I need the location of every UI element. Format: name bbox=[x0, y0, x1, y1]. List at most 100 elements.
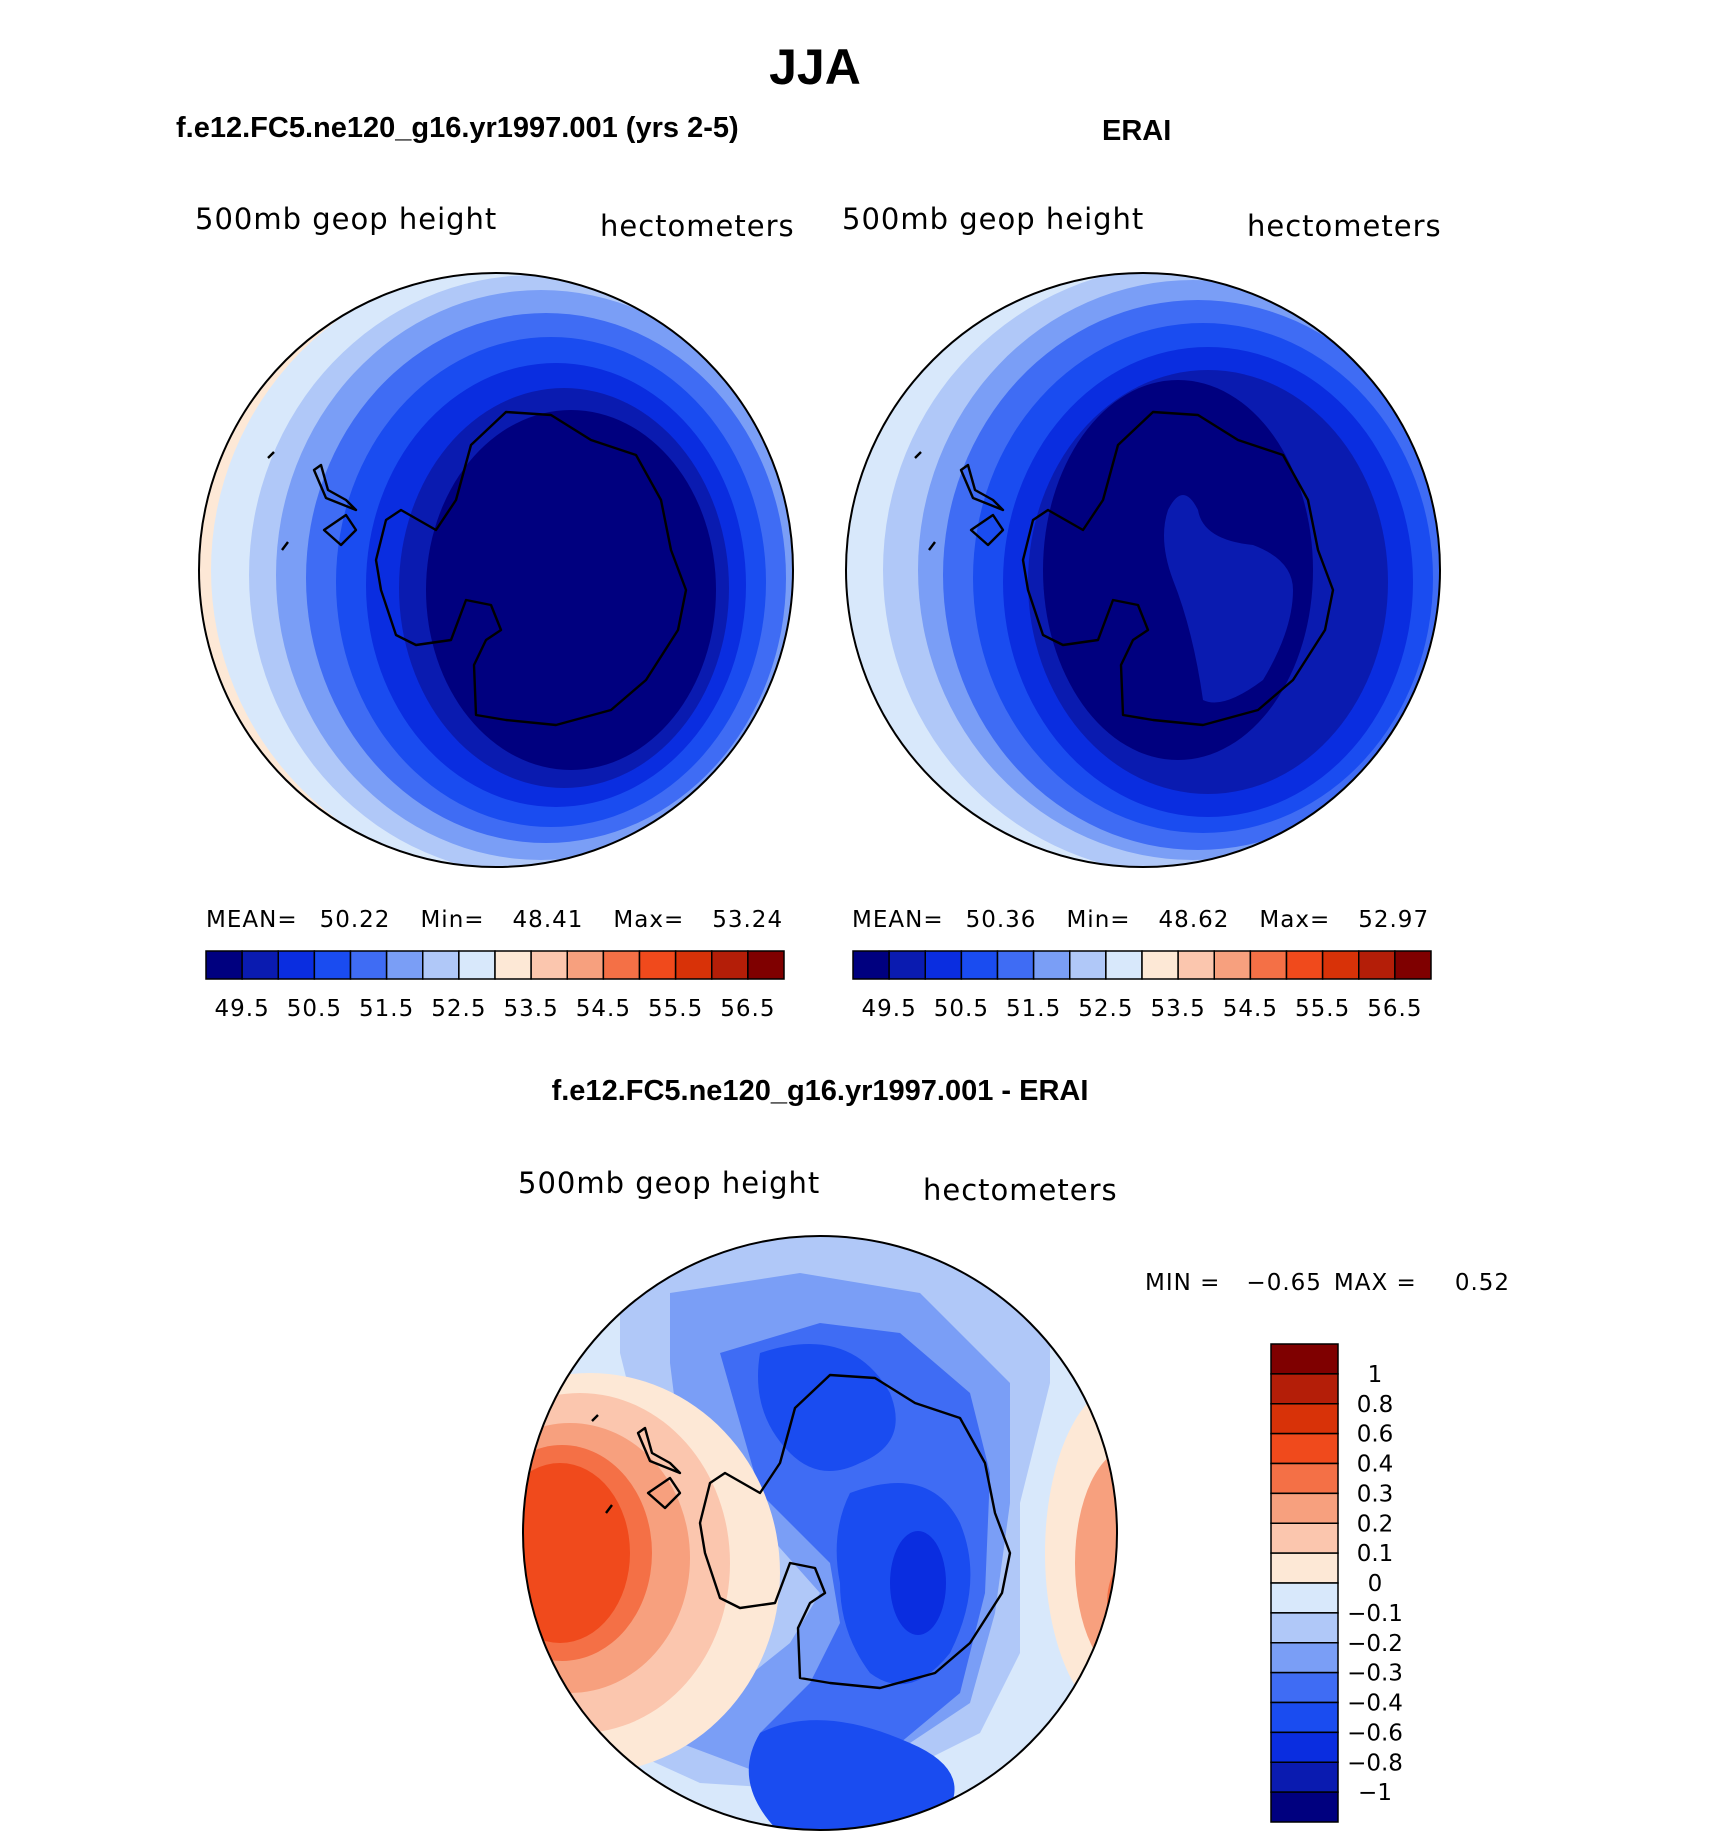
colorbar-cell bbox=[1249, 950, 1288, 980]
panel2-map bbox=[845, 272, 1441, 868]
colorbar-tick-label: −1 bbox=[1358, 1780, 1392, 1806]
colorbar-tick-label: −0.1 bbox=[1347, 1601, 1403, 1627]
panel3-left-label: 500mb geop height bbox=[518, 1166, 821, 1200]
colorbar-cell bbox=[1270, 1582, 1339, 1614]
colorbar-tick-label: 56.5 bbox=[1367, 996, 1422, 1022]
colorbar-tick-label: −0.2 bbox=[1347, 1631, 1403, 1657]
colorbar-cell bbox=[996, 950, 1035, 980]
colorbar-tick-label: −0.8 bbox=[1347, 1750, 1403, 1776]
colorbar-tick-label: 50.5 bbox=[287, 996, 342, 1022]
colorbar-tick-label: 0.4 bbox=[1357, 1452, 1394, 1478]
panel2-right-label: hectometers bbox=[1247, 209, 1442, 243]
panel3-band-neg-0-8 bbox=[890, 1531, 946, 1635]
panel3-max-value: 0.52 bbox=[1454, 1270, 1511, 1296]
colorbar-cell bbox=[1141, 950, 1179, 980]
colorbar-tick-label: 55.5 bbox=[648, 996, 703, 1022]
colorbar-cell bbox=[1105, 950, 1143, 980]
colorbar-cell bbox=[1032, 950, 1071, 980]
colorbar-cell bbox=[385, 950, 424, 980]
colorbar-tick-label: −0.3 bbox=[1347, 1661, 1403, 1687]
panel3-antarctica-coastline bbox=[591, 1373, 1012, 1690]
panel3-band-pos-0-5 bbox=[523, 1463, 630, 1643]
colorbar-cell bbox=[422, 950, 460, 980]
colorbar-cell bbox=[1270, 1492, 1339, 1524]
main-title: JJA bbox=[769, 39, 861, 95]
colorbar-tick-label: 0.1 bbox=[1357, 1541, 1394, 1567]
panel1-right-label: hectometers bbox=[600, 209, 795, 243]
colorbar-cell bbox=[1069, 950, 1107, 980]
panel1-map bbox=[198, 272, 794, 868]
colorbar-cell bbox=[1270, 1403, 1339, 1435]
panel3-band-east-0-2 bbox=[1075, 1448, 1117, 1678]
panel2-case-title: ERAI bbox=[1102, 115, 1172, 147]
panel2-max-label: Max= bbox=[1259, 907, 1331, 933]
panel2-antarctica-coastline bbox=[914, 410, 1335, 727]
colorbar-cell bbox=[1270, 1522, 1339, 1554]
colorbar-tick-label: 0 bbox=[1368, 1571, 1383, 1597]
panel2-min-value: 48.62 bbox=[1158, 907, 1230, 933]
colorbar-cell bbox=[530, 950, 568, 980]
panel3-map bbox=[522, 1235, 1118, 1831]
colorbar-tick-label: 0.6 bbox=[1357, 1422, 1394, 1448]
colorbar-cell bbox=[674, 950, 713, 980]
panel2-mean-label: MEAN= bbox=[852, 907, 944, 933]
colorbar-cell bbox=[1270, 1343, 1339, 1375]
panel1-max-label: Max= bbox=[613, 907, 685, 933]
colorbar-tick-label: 56.5 bbox=[720, 996, 775, 1022]
panel3-max-label: MAX = bbox=[1333, 1270, 1417, 1296]
colorbar-cell bbox=[566, 950, 605, 980]
colorbar-cell bbox=[1177, 950, 1215, 980]
panel2-stats: MEAN= 50.36 Min= 48.62 Max= 52.97 bbox=[852, 907, 1429, 933]
panel3-range: MIN = −0.65 MAX = 0.52 bbox=[1145, 1270, 1510, 1296]
colorbar-cell bbox=[1285, 950, 1324, 980]
colorbar-tick-label: 52.5 bbox=[431, 996, 486, 1022]
panel1-left-label: 500mb geop height bbox=[195, 202, 498, 236]
colorbar-tick-label: 52.5 bbox=[1078, 996, 1133, 1022]
panel2-mean-value: 50.36 bbox=[965, 907, 1037, 933]
panel1-max-value: 53.24 bbox=[712, 907, 784, 933]
colorbar-cell bbox=[349, 950, 388, 980]
colorbar-tick-label: −0.4 bbox=[1347, 1691, 1403, 1717]
panel1-mean-value: 50.22 bbox=[319, 907, 391, 933]
colorbar-cell bbox=[1394, 950, 1432, 980]
panel1-stats: MEAN= 50.22 Min= 48.41 Max= 53.24 bbox=[206, 907, 783, 933]
colorbar-tick-label: 1 bbox=[1368, 1362, 1383, 1388]
colorbar-cell bbox=[960, 950, 999, 980]
panel3-colorbar: 1 0.8 0.6 0.4 0.3 0.2 0.1 0 −0.1 −0.2 −0.3 −0.4 −0.6… bbox=[1270, 1343, 1403, 1823]
colorbar-tick-label: 49.5 bbox=[215, 996, 270, 1022]
colorbar-tick-label: 53.5 bbox=[504, 996, 559, 1022]
panel1-band-48-5 bbox=[426, 410, 716, 770]
colorbar-tick-label: 55.5 bbox=[1295, 996, 1350, 1022]
colorbar-tick-label: 0.8 bbox=[1357, 1392, 1394, 1418]
colorbar-cell bbox=[458, 950, 496, 980]
colorbar-cell bbox=[241, 950, 279, 980]
panel2-band-49-3 bbox=[1164, 495, 1293, 703]
colorbar-tick-label: 0.3 bbox=[1357, 1481, 1394, 1507]
colorbar-cell bbox=[1270, 1432, 1339, 1465]
colorbar-cell bbox=[494, 950, 532, 980]
colorbar-tick-label: 54.5 bbox=[576, 996, 631, 1022]
panel3-right-label: hectometers bbox=[923, 1173, 1118, 1207]
colorbar-cell bbox=[1270, 1612, 1339, 1644]
colorbar-cell bbox=[1270, 1671, 1339, 1704]
colorbar-cell bbox=[852, 950, 890, 980]
colorbar-cell bbox=[1321, 950, 1360, 980]
panel1-min-label: Min= bbox=[420, 907, 485, 933]
colorbar-cell bbox=[1270, 1552, 1339, 1584]
colorbar-tick-label: 51.5 bbox=[359, 996, 414, 1022]
colorbar-cell bbox=[1270, 1791, 1339, 1823]
colorbar-tick-label: 50.5 bbox=[934, 996, 989, 1022]
panel3-min-label: MIN = bbox=[1145, 1270, 1221, 1296]
colorbar-cell bbox=[747, 950, 785, 980]
bottom-title: f.e12.FC5.ne120_g16.yr1997.001 - ERAI bbox=[551, 1075, 1089, 1107]
panel1-mean-label: MEAN= bbox=[206, 907, 298, 933]
colorbar-cell bbox=[1270, 1642, 1339, 1674]
colorbar-cell bbox=[1270, 1373, 1339, 1405]
colorbar-cell bbox=[924, 950, 963, 980]
panel1-min-value: 48.41 bbox=[512, 907, 584, 933]
colorbar-tick-label: 53.5 bbox=[1151, 996, 1206, 1022]
colorbar-tick-label: 49.5 bbox=[862, 996, 917, 1022]
panel1-antarctica-coastline bbox=[267, 410, 688, 727]
panel2-left-label: 500mb geop height bbox=[842, 202, 1145, 236]
